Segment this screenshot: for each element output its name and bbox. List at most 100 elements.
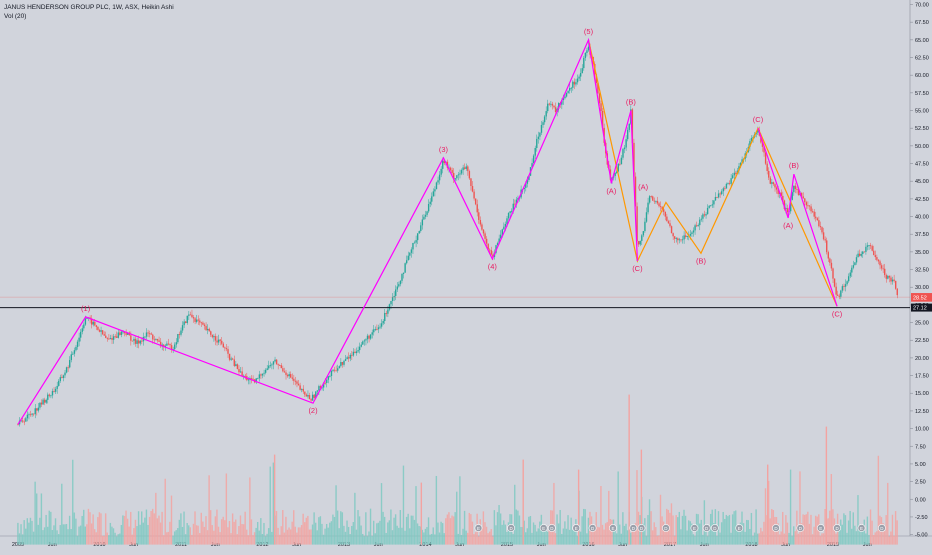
volume-bar [51, 529, 54, 545]
volume-bar [689, 521, 691, 545]
volume-bar [861, 528, 864, 545]
candle-body [101, 330, 104, 335]
candle-body [39, 402, 41, 408]
volume-bar [865, 533, 867, 545]
volume-bar [402, 465, 405, 545]
event-marker-label: D [880, 526, 884, 531]
volume-bar [672, 515, 674, 545]
volume-bar [150, 510, 152, 545]
volume-spike [577, 469, 580, 545]
candle-body [268, 365, 270, 369]
candle-body [225, 348, 228, 350]
candle-body [487, 243, 489, 250]
volume-bar [642, 523, 644, 545]
candle-body [241, 371, 243, 376]
volume-bar [120, 524, 123, 545]
candle-body [822, 232, 825, 240]
volume-bar [300, 525, 303, 545]
volume-bar [441, 523, 444, 545]
volume-bar [463, 510, 466, 545]
candle-body [79, 331, 82, 338]
volume-bar [495, 525, 497, 545]
volume-bar [677, 517, 679, 545]
volume-bar [423, 532, 425, 545]
volume-bar [581, 516, 583, 545]
volume-bar [46, 526, 49, 545]
candle-body [835, 286, 837, 295]
x-tick-label: 2012 [256, 542, 268, 548]
volume-bar [488, 531, 491, 545]
candle-body [675, 238, 677, 240]
candle-body [896, 288, 898, 296]
volume-bar [490, 529, 492, 545]
volume-bar [445, 518, 447, 545]
volume-bar [325, 523, 328, 545]
candle-body [827, 252, 829, 259]
candle-body [32, 413, 35, 415]
candle-body [293, 378, 295, 381]
candle-body [216, 340, 218, 343]
x-tick-label: Jun [374, 542, 383, 548]
volume-bar [354, 492, 356, 545]
candle-body [804, 198, 806, 203]
candle-body [724, 188, 726, 190]
candle-body [296, 381, 298, 384]
candle-body [47, 394, 49, 400]
candle-body [626, 129, 629, 140]
candle-body [645, 212, 648, 222]
candle-body [261, 373, 264, 376]
volume-bar [780, 531, 782, 545]
candle-body [813, 211, 815, 217]
volume-bar [346, 520, 348, 545]
candle-body [213, 336, 215, 338]
volume-bar [362, 533, 364, 545]
candle-body [542, 122, 544, 125]
volume-bar [305, 517, 307, 545]
orange-wave-path [587, 39, 838, 307]
volume-bar [172, 535, 174, 545]
candle-body [623, 147, 626, 150]
volume-bar [258, 530, 260, 545]
event-marker [539, 524, 548, 532]
candle-body [492, 254, 494, 257]
candle-body [869, 245, 872, 247]
candle-body [335, 370, 337, 372]
volume-bar [565, 528, 568, 545]
y-tick-label: 12.50 [915, 409, 929, 415]
volume-bar [702, 534, 704, 545]
volume-bar [211, 525, 213, 545]
candle-body [855, 257, 858, 263]
candle-body [393, 295, 395, 298]
candle-body [810, 206, 812, 212]
volume-bar [358, 516, 361, 545]
volume-bar [387, 522, 389, 545]
candle-body [636, 206, 638, 242]
volume-bar [811, 534, 814, 545]
volume-bar [827, 518, 829, 545]
candle-body [846, 281, 848, 285]
magenta-wave-path [17, 37, 638, 425]
candle-body [116, 336, 118, 338]
volume-bar [435, 475, 438, 545]
candle-body [258, 374, 261, 379]
candle-body [48, 394, 51, 396]
candle-body [501, 229, 503, 235]
volume-bar [25, 528, 27, 545]
candle-body [628, 123, 630, 130]
candle-body [437, 180, 439, 183]
volume-bar [313, 512, 315, 545]
event-marker [702, 524, 711, 532]
volume-bar [327, 527, 329, 545]
candle-body [332, 369, 334, 371]
candle-body [177, 334, 179, 343]
y-tick-label: 52.50 [915, 126, 929, 132]
volume-bar [427, 517, 430, 545]
volume-bar [507, 522, 510, 545]
volume-bar [650, 511, 652, 545]
volume-spike [767, 464, 769, 545]
candle-body [163, 344, 165, 348]
candle-body [206, 328, 209, 331]
candle-body [131, 340, 134, 342]
volume-bar [36, 493, 38, 545]
